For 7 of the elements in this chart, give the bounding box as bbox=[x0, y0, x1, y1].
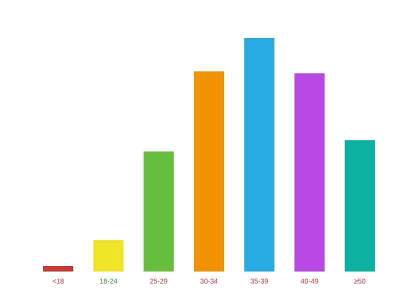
bar bbox=[344, 140, 375, 272]
bar bbox=[294, 73, 325, 272]
bar bbox=[43, 266, 74, 272]
bar bbox=[93, 240, 124, 272]
bar bbox=[244, 38, 274, 272]
bar bbox=[194, 71, 224, 272]
bar bbox=[144, 152, 174, 272]
